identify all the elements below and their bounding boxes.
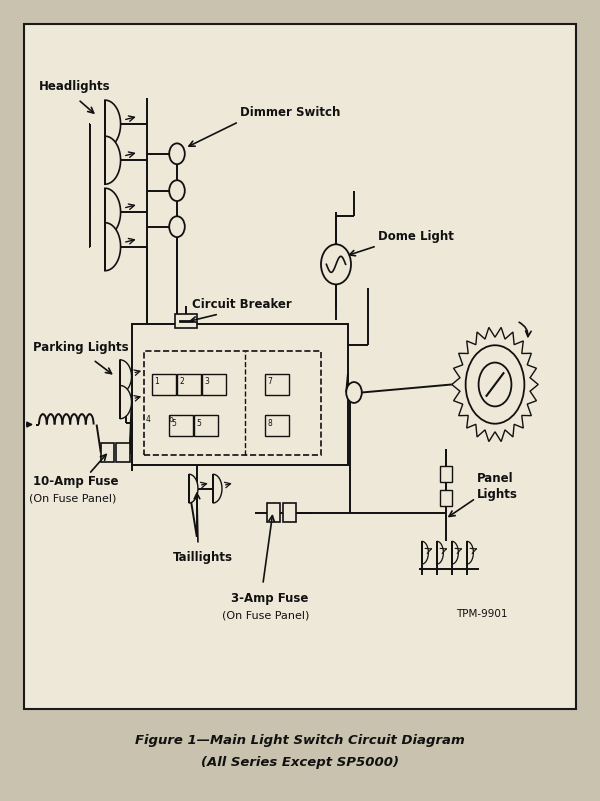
Bar (440, 490, 452, 506)
Circle shape (466, 345, 524, 424)
Text: (On Fuse Panel): (On Fuse Panel) (29, 493, 116, 503)
Circle shape (321, 244, 351, 284)
Polygon shape (189, 474, 198, 503)
Text: Dimmer Switch: Dimmer Switch (240, 107, 340, 119)
Bar (267, 503, 280, 522)
Polygon shape (467, 541, 473, 564)
Text: Dome Light: Dome Light (378, 231, 454, 244)
Text: 5: 5 (197, 419, 202, 428)
Bar (440, 466, 452, 482)
Bar (144, 351, 321, 455)
Text: 7: 7 (268, 377, 272, 386)
Bar (265, 374, 289, 395)
Polygon shape (213, 474, 222, 503)
Circle shape (169, 180, 185, 201)
Text: 3: 3 (205, 377, 209, 386)
Text: 3-Amp Fuse: 3-Amp Fuse (231, 593, 308, 606)
Text: 10-Amp Fuse: 10-Amp Fuse (33, 476, 119, 489)
Polygon shape (105, 100, 121, 148)
Text: 8: 8 (268, 419, 272, 428)
Bar (177, 374, 201, 395)
Text: Lights: Lights (477, 489, 518, 501)
Polygon shape (452, 541, 458, 564)
Polygon shape (452, 328, 538, 441)
Polygon shape (120, 385, 131, 419)
Text: 4: 4 (146, 416, 151, 425)
Text: Figure 1—Main Light Switch Circuit Diagram: Figure 1—Main Light Switch Circuit Diagr… (135, 734, 465, 747)
Circle shape (169, 216, 185, 237)
Polygon shape (105, 188, 121, 236)
Text: Taillights: Taillights (173, 551, 233, 564)
Polygon shape (105, 223, 121, 271)
Polygon shape (120, 360, 131, 393)
Bar (101, 443, 114, 462)
Bar (24, 24, 576, 709)
Bar (132, 324, 348, 465)
Text: Circuit Breaker: Circuit Breaker (192, 299, 292, 312)
Circle shape (169, 143, 185, 164)
Polygon shape (105, 136, 121, 184)
Text: 6: 6 (168, 416, 173, 425)
Polygon shape (422, 541, 428, 564)
Text: 5: 5 (172, 419, 176, 428)
Bar (265, 416, 289, 437)
Text: (All Series Except SP5000): (All Series Except SP5000) (201, 756, 399, 769)
Text: (On Fuse Panel): (On Fuse Panel) (222, 610, 310, 620)
Text: Parking Lights: Parking Lights (33, 341, 128, 354)
Bar (283, 503, 296, 522)
Bar (116, 443, 130, 462)
Circle shape (346, 382, 362, 403)
Bar (194, 416, 218, 437)
Bar (169, 416, 193, 437)
Bar (175, 314, 197, 328)
Text: TPM-9901: TPM-9901 (456, 609, 508, 618)
Bar (152, 374, 176, 395)
Bar (202, 374, 226, 395)
Text: 1: 1 (154, 377, 159, 386)
Polygon shape (437, 541, 443, 564)
Text: 2: 2 (179, 377, 184, 386)
Text: Panel: Panel (477, 473, 514, 485)
Text: Headlights: Headlights (39, 80, 110, 93)
Circle shape (479, 363, 511, 406)
